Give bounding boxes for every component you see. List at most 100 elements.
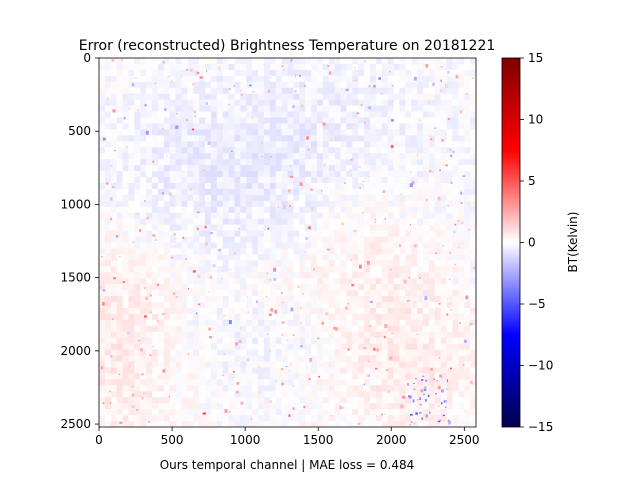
heatmap-speck	[256, 300, 258, 303]
heatmap-cell	[222, 224, 229, 231]
heatmap-cell	[116, 99, 123, 107]
heatmap-cell	[293, 236, 300, 243]
heatmap-cell	[464, 230, 471, 237]
heatmap-cell	[122, 188, 129, 196]
heatmap-cell	[311, 248, 318, 255]
heatmap-cell	[104, 397, 112, 404]
heatmap-cell	[128, 421, 135, 427]
heatmap-cell	[428, 147, 436, 154]
heatmap-cell	[358, 165, 365, 172]
heatmap-cell	[134, 159, 141, 166]
heatmap-speck	[172, 292, 176, 295]
heatmap-cell	[352, 171, 359, 178]
heatmap-cell	[269, 111, 277, 118]
heatmap-cell	[346, 290, 353, 297]
heatmap-cell	[122, 194, 129, 202]
heatmap-speck	[410, 171, 412, 173]
heatmap-speck	[262, 122, 265, 125]
heatmap-cell	[305, 123, 312, 130]
heatmap-cell	[210, 165, 218, 172]
heatmap-cell	[375, 343, 383, 351]
heatmap-cell	[175, 331, 182, 339]
heatmap-cell	[346, 63, 353, 71]
heatmap-cell	[157, 81, 165, 89]
heatmap-cell	[169, 391, 176, 398]
heatmap-cell	[375, 355, 383, 362]
heatmap-cell	[275, 248, 283, 255]
heatmap-speck	[357, 422, 361, 425]
heatmap-cell	[140, 278, 147, 285]
heatmap-cell	[305, 218, 312, 226]
heatmap-cell	[263, 224, 271, 231]
heatmap-cell	[140, 212, 147, 220]
heatmap-cell	[316, 307, 324, 315]
heatmap-cell	[287, 188, 294, 196]
heatmap-cell	[316, 391, 324, 398]
heatmap-cell	[175, 224, 182, 231]
heatmap-cell	[464, 266, 471, 273]
heatmap-cell	[122, 147, 129, 154]
heatmap-speck	[197, 303, 201, 306]
heatmap-cell	[364, 58, 371, 65]
heatmap-speck	[184, 238, 187, 241]
heatmap-cell	[252, 254, 259, 261]
heatmap-cell	[334, 69, 341, 77]
heatmap-cell	[417, 403, 424, 410]
heatmap-cell	[281, 307, 288, 315]
heatmap-cell	[316, 385, 324, 392]
heatmap-cell	[175, 409, 182, 416]
heatmap-cell	[299, 307, 306, 315]
heatmap-cell	[322, 361, 330, 368]
heatmap-cell	[470, 236, 476, 243]
heatmap-cell	[293, 177, 300, 184]
heatmap-cell	[269, 171, 277, 178]
heatmap-cell	[222, 63, 229, 71]
heatmap-cell	[328, 254, 336, 261]
heatmap-cell	[246, 117, 253, 124]
heatmap-cell	[258, 254, 265, 261]
heatmap-cell	[269, 87, 277, 95]
heatmap-cell	[216, 93, 224, 101]
heatmap-cell	[269, 117, 277, 124]
heatmap-cell	[169, 230, 176, 237]
heatmap-cell	[322, 99, 330, 107]
heatmap-speck	[290, 363, 292, 365]
heatmap-cell	[263, 272, 271, 279]
heatmap-cell	[464, 99, 471, 107]
heatmap-cell	[428, 266, 436, 273]
heatmap-cell	[316, 165, 324, 172]
heatmap-cell	[128, 147, 135, 154]
heatmap-cell	[187, 63, 194, 71]
heatmap-speck	[440, 402, 443, 405]
heatmap-cell	[452, 421, 459, 427]
heatmap-cell	[369, 367, 377, 374]
heatmap-cell	[157, 63, 165, 71]
heatmap-cell	[169, 218, 176, 226]
heatmap-cell	[375, 58, 383, 65]
heatmap-cell	[140, 93, 147, 101]
heatmap-cell	[199, 296, 206, 303]
heatmap-cell	[399, 313, 406, 321]
heatmap-cell	[222, 313, 229, 321]
heatmap-cell	[263, 105, 271, 112]
heatmap-cell	[340, 224, 347, 231]
heatmap-cell	[199, 58, 206, 65]
y-tick-label: 500	[68, 124, 91, 138]
heatmap-cell	[369, 81, 377, 89]
heatmap-cell	[287, 182, 294, 190]
heatmap-cell	[263, 81, 271, 89]
heatmap-speck	[418, 277, 421, 279]
heatmap-speck	[218, 248, 222, 252]
heatmap-cell	[240, 58, 247, 65]
heatmap-cell	[375, 373, 383, 380]
heatmap-cell	[246, 153, 253, 160]
heatmap-cell	[381, 171, 389, 178]
heatmap-cell	[434, 355, 442, 362]
heatmap-cell	[346, 409, 353, 416]
heatmap-cell	[116, 75, 123, 83]
heatmap-cell	[434, 87, 442, 95]
heatmap-cell	[275, 260, 283, 267]
heatmap-cell	[352, 182, 359, 190]
heatmap-cell	[352, 206, 359, 214]
heatmap-cell	[428, 129, 436, 136]
